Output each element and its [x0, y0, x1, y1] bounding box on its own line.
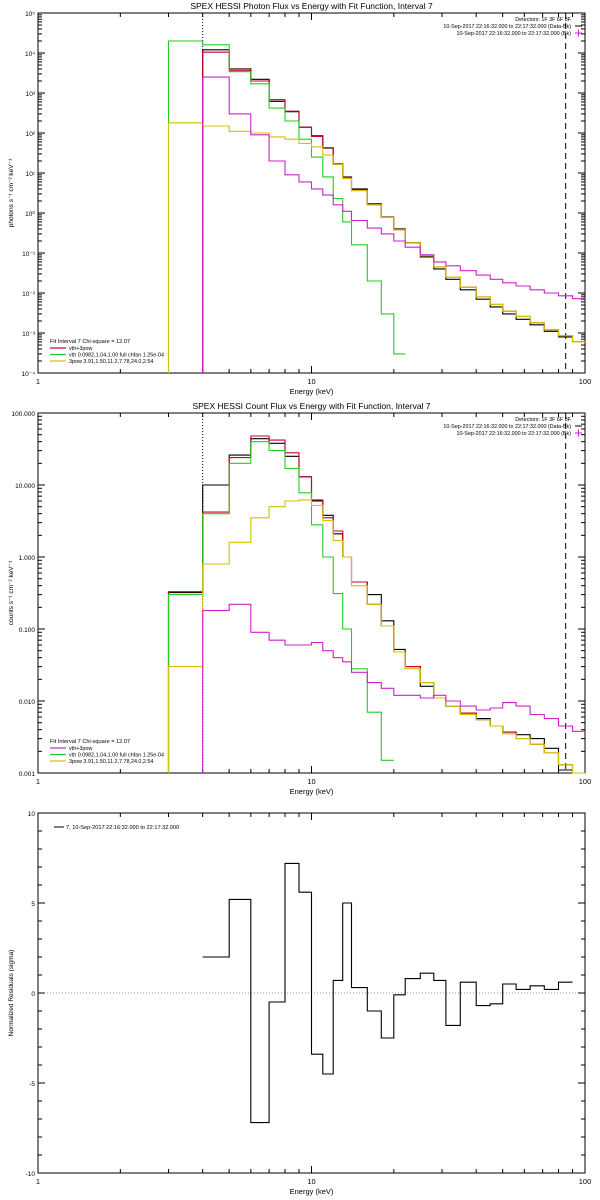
y-tick-label: 1.000: [19, 555, 36, 562]
x-tick-label: 1: [36, 377, 40, 386]
y-tick-label: 10²: [26, 131, 36, 138]
legend-bl-title: Fit Interval 7 Chi-square = 12.07: [50, 739, 130, 745]
legend-tl-label: 7, 10-Sep-2017 22:16:32.000 to 22:17:32.…: [66, 825, 179, 831]
x-tick-label: 100: [579, 777, 592, 786]
legend-bl-label: vth 0.0982,1.04,1.00 full chfan 1.25e-04: [69, 353, 164, 359]
x-tick-label: 1: [36, 1177, 40, 1186]
count-flux-panel: SPEX HESSI Count Flux vs Energy with Fit…: [8, 401, 591, 796]
y-tick-label: 10¹: [26, 171, 36, 178]
legend-bl-label: vth 0.0982,1.04,1.00 full chfan 1.25e-04: [69, 753, 164, 759]
legend-bl-label: vth+3pow: [69, 746, 92, 752]
y-tick-label: 10⁻³: [22, 331, 36, 338]
legend-bl-title: Fit Interval 7 Chi-square = 12.07: [50, 339, 130, 345]
y-tick-label: 10: [28, 811, 36, 818]
legend-bl-label: 3pow 3.91,1.50,11.2,7.78,24.0,2.54: [69, 359, 153, 365]
series-3pow: [167, 122, 585, 373]
y-tick-label: 10⁵: [25, 11, 35, 18]
y-tick-label: 0.001: [19, 771, 36, 778]
x-tick-label: 10: [307, 1177, 315, 1186]
y-tick-label: 10.000: [15, 483, 35, 490]
x-tick-label: 10: [307, 777, 315, 786]
y-tick-label: 10⁰: [25, 210, 35, 218]
chart-title: SPEX HESSI Count Flux vs Energy with Fit…: [192, 401, 430, 411]
y-tick-label: -5: [29, 1081, 35, 1088]
y-tick-label: 0.100: [19, 627, 36, 634]
y-axis-label: counts s⁻¹ cm⁻² keV⁻¹: [8, 560, 15, 625]
photon-flux-panel: SPEX HESSI Photon Flux vs Energy with Fi…: [8, 1, 591, 396]
legend-tr-line: 10-Sep-2017 22:16:32.000 to 22:17:32.000…: [443, 424, 571, 430]
legend-bl-label: vth+3pow: [69, 346, 92, 352]
y-axis-label: Normalized Residuals (sigma): [8, 950, 15, 1037]
y-tick-label: -10: [26, 1171, 36, 1178]
series-bk: [202, 603, 585, 773]
series-3pow: [167, 499, 585, 774]
y-tick-label: 0.010: [19, 699, 36, 706]
y-tick-label: 10³: [26, 91, 36, 98]
legend-tr-line: 10-Sep-2017 22:16:32.000 to 22:17:32.000…: [443, 24, 571, 30]
x-tick-label: 100: [579, 377, 592, 386]
legend-tr-line: 10-Sep-2017 22:16:32.000 to 22:17:32.000…: [457, 431, 572, 437]
y-tick-label: 0: [31, 991, 35, 998]
x-axis-label: Energy (keV): [290, 387, 334, 396]
x-axis-label: Energy (keV): [290, 1187, 334, 1196]
residuals-panel: 1 10 100 Energy (keV) -10 -5 0 5 10 Normalized Re…: [8, 811, 591, 1196]
y-axis-label: photons s⁻¹ cm⁻² keV⁻¹: [8, 158, 15, 227]
x-tick-label: 10: [307, 377, 315, 386]
legend-tr-line: Detectors: 1F 3F 6F 8F: [515, 417, 571, 423]
legend-tr-line: 10-Sep-2017 22:16:32.000 to 22:17:32.000…: [457, 31, 572, 37]
series-vth: [167, 441, 394, 773]
x-tick-label: 100: [579, 1177, 592, 1186]
y-tick-label: 10⁻²: [22, 291, 36, 298]
y-tick-label: 10⁻¹: [22, 251, 36, 258]
y-tick-label: 5: [31, 901, 35, 908]
y-tick-label: 100.000: [12, 411, 36, 418]
series-7: [202, 862, 573, 1124]
chart-title: SPEX HESSI Photon Flux vs Energy with Fi…: [190, 1, 433, 11]
x-tick-label: 1: [36, 777, 40, 786]
y-tick-label: 10⁴: [25, 51, 35, 58]
legend-bl-label: 3pow 3.91,1.50,11.2,7.78,24.0,2.54: [69, 759, 153, 765]
x-axis-label: Energy (keV): [290, 787, 334, 796]
legend-tr-line: Detectors: 1F 3F 6F 8F: [515, 17, 571, 23]
y-tick-label: 10⁻⁴: [22, 371, 36, 378]
series-bk: [202, 76, 585, 373]
series-vth: [167, 40, 406, 373]
